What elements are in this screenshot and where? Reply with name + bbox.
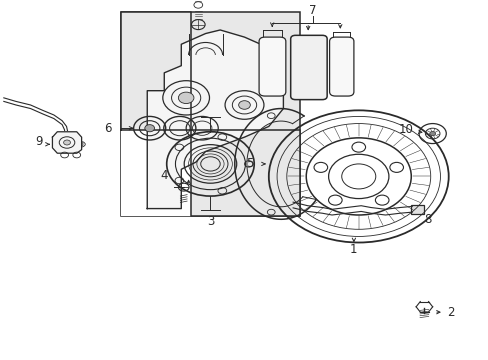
Text: 2: 2: [447, 306, 454, 319]
Polygon shape: [120, 12, 300, 216]
FancyBboxPatch shape: [290, 35, 326, 100]
Text: 9: 9: [36, 135, 43, 148]
Text: 10: 10: [398, 123, 412, 136]
Bar: [410, 205, 424, 214]
Text: 5: 5: [245, 157, 252, 170]
Circle shape: [144, 125, 154, 132]
Text: 6: 6: [104, 122, 112, 135]
Text: 1: 1: [349, 243, 357, 256]
FancyBboxPatch shape: [259, 37, 285, 96]
Circle shape: [63, 140, 70, 145]
Polygon shape: [147, 30, 283, 208]
Text: 7: 7: [308, 4, 316, 17]
Text: 8: 8: [424, 213, 431, 226]
Polygon shape: [52, 132, 81, 153]
Bar: [120, 12, 300, 216]
Text: 3: 3: [206, 215, 214, 228]
Circle shape: [238, 101, 250, 109]
Circle shape: [178, 92, 194, 104]
Circle shape: [429, 131, 435, 136]
Text: 4: 4: [160, 169, 168, 182]
FancyBboxPatch shape: [329, 37, 353, 96]
Bar: [120, 130, 191, 216]
